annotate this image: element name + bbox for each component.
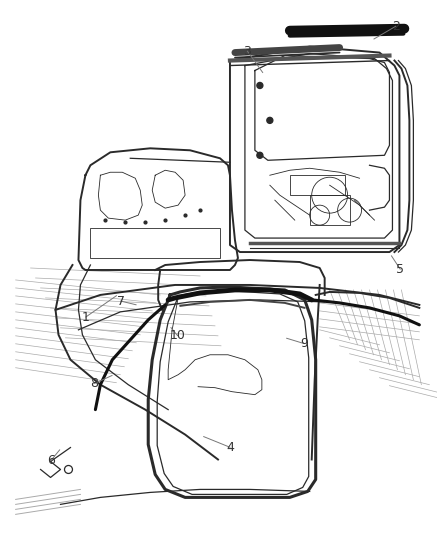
Text: 10: 10 (170, 329, 185, 342)
Circle shape (267, 117, 273, 123)
Text: 3: 3 (244, 45, 251, 58)
Bar (90, 228, 220, 258)
Text: 1: 1 (82, 311, 90, 324)
Circle shape (257, 152, 263, 158)
Text: 2: 2 (392, 20, 400, 33)
Text: 4: 4 (226, 441, 234, 454)
Text: 6: 6 (47, 454, 55, 467)
Circle shape (257, 83, 263, 88)
Text: 9: 9 (300, 337, 308, 350)
Text: 5: 5 (396, 263, 404, 276)
Text: 8: 8 (91, 377, 99, 390)
Bar (290, 175, 345, 195)
Bar (310, 195, 350, 225)
Text: 7: 7 (117, 295, 125, 308)
